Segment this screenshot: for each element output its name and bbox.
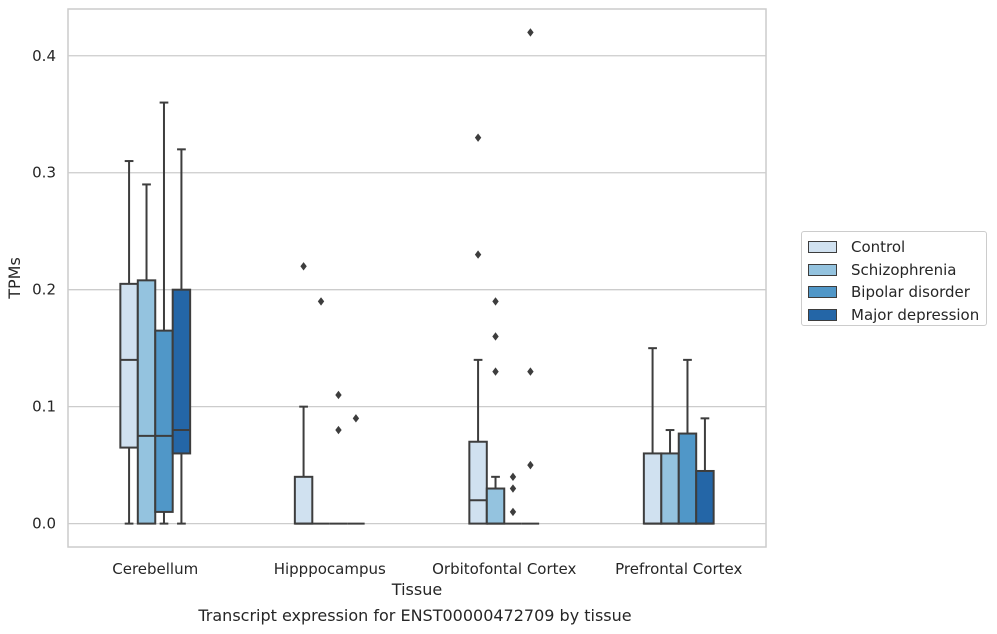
legend-swatch-bipolar-disorder [808, 286, 837, 299]
box-major-depression-prefrontal-cortex [695, 469, 715, 525]
y-axis-label: TPMs [5, 257, 24, 300]
x-tick-label-cerebellum: Cerebellum [112, 560, 198, 578]
figure-caption: Transcript expression for ENST0000047270… [198, 606, 632, 625]
legend-item-major-depression: Major depression [808, 304, 986, 327]
plot-area-frame [67, 8, 767, 548]
box-control-cerebellum [119, 282, 139, 449]
legend-swatch-control [808, 241, 837, 254]
x-tick-label-hipppocampus: Hipppocampus [274, 560, 386, 578]
y-tick-labels: 0.0 0.1 0.2 0.3 0.4 [32, 47, 56, 533]
legend-swatch-major-depression [808, 308, 837, 321]
box-bipolar-disorder-prefrontal-cortex [677, 432, 698, 525]
box-schizophrenia-orbitofontal-cortex-outlier [492, 367, 499, 376]
legend-label-control: Control [851, 238, 906, 257]
legend-item-control: Control [808, 236, 986, 259]
legend-item-bipolar-disorder: Bipolar disorder [808, 281, 986, 304]
y-tick-label: 0.4 [32, 47, 56, 65]
box-schizophrenia-cerebellum [136, 279, 157, 525]
y-tick-label: 0.2 [32, 281, 56, 299]
legend-item-schizophrenia: Schizophrenia [808, 259, 986, 282]
x-tick-label-orbitofontal-cortex: Orbitofontal Cortex [432, 560, 576, 578]
boxes-layer [119, 28, 715, 525]
y-tick-label: 0.1 [32, 398, 56, 416]
legend-swatch-schizophrenia [808, 263, 837, 276]
box-bipolar-disorder-cerebellum [154, 329, 174, 513]
box-major-depression-orbitofontal-cortex-outlier [527, 460, 534, 470]
x-axis-label: Tissue [391, 580, 442, 599]
y-tick-label: 0.0 [32, 515, 56, 533]
y-tick-label: 0.3 [32, 164, 56, 182]
box-control-orbitofontal-cortex [468, 440, 488, 525]
x-tick-label-prefrontal-cortex: Prefrontal Cortex [615, 560, 742, 578]
box-schizophrenia-orbitofontal-cortex-outlier [492, 297, 499, 306]
box-control-orbitofontal-cortex-outlier [474, 133, 482, 142]
box-bipolar-disorder-orbitofontal-cortex-outlier [509, 484, 517, 493]
box-control-orbitofontal-cortex-outlier [474, 250, 482, 259]
box-bipolar-disorder-hipppocampus-outlier [335, 390, 342, 400]
legend-label-bipolar-disorder: Bipolar disorder [851, 283, 970, 302]
box-major-depression-orbitofontal-cortex-outlier [527, 28, 534, 37]
box-bipolar-disorder-orbitofontal-cortex-outlier [509, 472, 517, 482]
box-schizophrenia-orbitofontal-cortex [485, 487, 506, 525]
legend: Control Schizophrenia Bipolar disorder M… [801, 231, 987, 326]
box-control-prefrontal-cortex [642, 452, 663, 525]
box-bipolar-disorder-hipppocampus-outlier [335, 425, 342, 435]
legend-label-major-depression: Major depression [851, 305, 980, 324]
box-schizophrenia-hipppocampus-outlier [317, 297, 325, 306]
legend-label-schizophrenia: Schizophrenia [851, 260, 957, 279]
box-control-hipppocampus-outlier [300, 262, 307, 271]
box-schizophrenia-orbitofontal-cortex-outlier [492, 332, 499, 341]
box-major-depression-cerebellum [171, 288, 192, 455]
box-major-depression-orbitofontal-cortex-outlier [527, 367, 534, 376]
box-major-depression-hipppocampus-outlier [352, 414, 360, 423]
box-schizophrenia-prefrontal-cortex [660, 452, 680, 525]
box-bipolar-disorder-orbitofontal-cortex-outlier [509, 507, 517, 517]
box-control-hipppocampus [293, 475, 314, 525]
x-tick-labels: Cerebellum Hipppocampus Orbitofontal Corte… [112, 560, 742, 578]
